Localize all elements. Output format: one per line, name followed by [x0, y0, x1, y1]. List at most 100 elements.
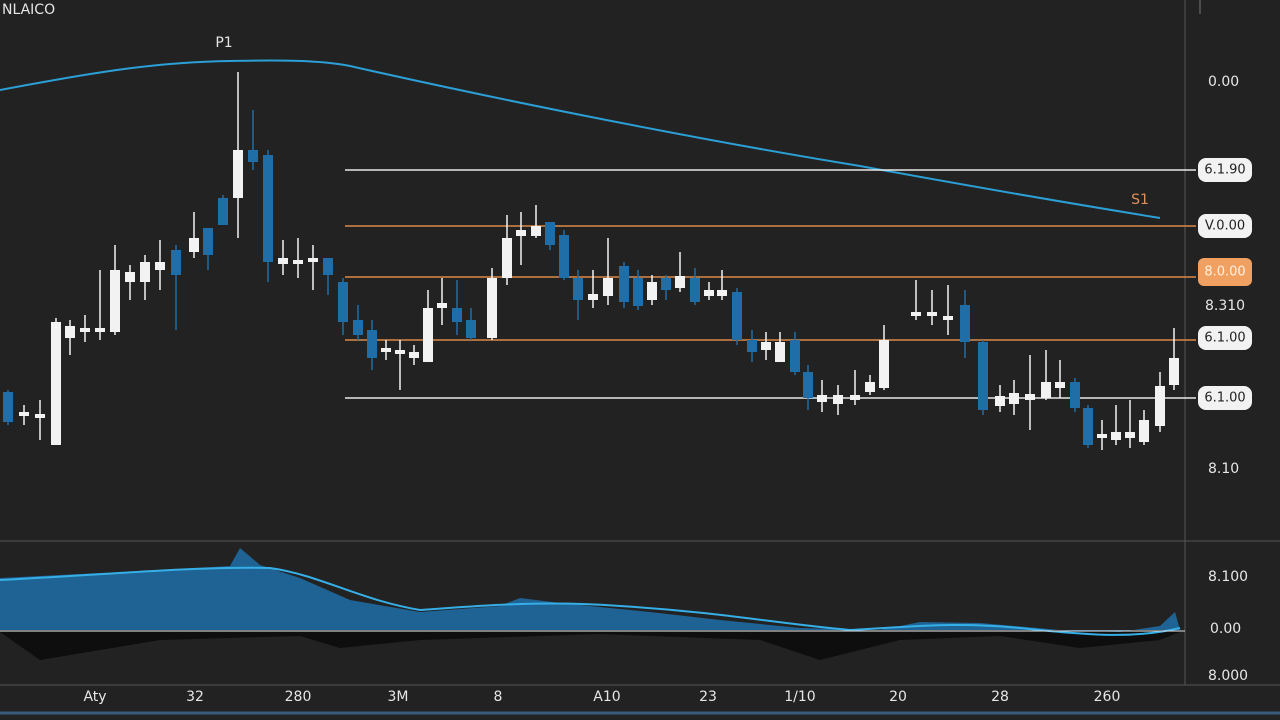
candle-body — [1125, 432, 1135, 438]
candle-body — [263, 155, 273, 262]
price-label: 6.1.90 — [1204, 163, 1245, 178]
candle-body — [140, 262, 150, 282]
time-label: 28 — [991, 689, 1009, 705]
candle-body — [803, 372, 813, 398]
price-label: 8.10 — [1208, 461, 1239, 477]
candle-body — [51, 322, 61, 445]
levels — [345, 169, 1196, 399]
candle-body — [1041, 382, 1051, 398]
candle-body — [155, 262, 165, 270]
candle-body — [189, 238, 199, 252]
candle-body — [817, 395, 827, 402]
candle-body — [747, 340, 757, 352]
price-label: 8.310 — [1205, 298, 1245, 314]
time-label: 8 — [494, 689, 503, 705]
candle-body — [353, 320, 363, 335]
time-label: 20 — [889, 689, 907, 705]
candle-body — [35, 414, 45, 418]
histogram-down — [0, 632, 1180, 660]
annotation: S1 — [1131, 192, 1149, 208]
candle-body — [19, 412, 29, 416]
candle-body — [218, 198, 228, 225]
price-label: V.0.00 — [1205, 219, 1245, 234]
candle-body — [308, 258, 318, 262]
price-label: 6.1.00 — [1204, 391, 1245, 406]
candle-body — [690, 278, 700, 302]
price-tag — [1198, 386, 1252, 410]
candle-body — [1139, 420, 1149, 442]
price-tag — [1198, 158, 1252, 182]
price-tag — [1198, 326, 1252, 350]
candle-body — [732, 292, 742, 340]
candle-body — [1025, 394, 1035, 400]
time-label: 32 — [186, 689, 204, 705]
candles — [3, 72, 1179, 450]
histogram-up — [0, 548, 1180, 632]
signal-line — [0, 566, 1181, 636]
candle-body — [775, 342, 785, 362]
candle-body — [927, 312, 937, 316]
price-label: 6.1.00 — [1204, 331, 1245, 346]
candle-body — [367, 330, 377, 358]
candle-body — [545, 222, 555, 245]
price-axis: 0.00 6.1.90 V.0.00 8.0.00 8.310 6.1.00 6… — [1198, 74, 1252, 684]
time-label: 3M — [388, 689, 409, 705]
candle-body — [790, 340, 800, 372]
candle-body — [675, 276, 685, 288]
candle-body — [80, 328, 90, 332]
time-label: 23 — [699, 689, 717, 705]
candle-body — [717, 290, 727, 296]
candle-body — [619, 266, 629, 302]
candle-body — [203, 228, 213, 255]
candle-body — [95, 328, 105, 332]
level-tag: 8.0.00 — [1204, 265, 1245, 280]
time-label: 280 — [285, 689, 312, 705]
candle-body — [125, 272, 135, 282]
candle-body — [466, 320, 476, 338]
price-label: 0.00 — [1208, 74, 1239, 90]
candle-body — [110, 270, 120, 332]
candle-body — [423, 308, 433, 362]
time-label: A10 — [593, 689, 620, 705]
candle-body — [1169, 358, 1179, 385]
time-label: 1/10 — [784, 689, 815, 705]
candle-body — [559, 235, 569, 278]
candle-body — [452, 308, 462, 322]
candle-body — [531, 226, 541, 236]
candle-body — [573, 278, 583, 300]
candle-body — [487, 278, 497, 338]
candle-body — [865, 382, 875, 392]
indicator-label: 8.000 — [1208, 668, 1248, 684]
price-tag-active — [1198, 258, 1252, 286]
candle-body — [395, 350, 405, 354]
candle-body — [647, 282, 657, 300]
candle-body — [278, 258, 288, 264]
candle-body — [3, 392, 13, 422]
candle-body — [943, 316, 953, 320]
candle-body — [661, 278, 671, 290]
candle-body — [1009, 393, 1019, 404]
candle-body — [323, 258, 333, 275]
price-tag — [1198, 214, 1252, 238]
candle-body — [1070, 382, 1080, 408]
candle-body — [409, 352, 419, 358]
indicator — [0, 548, 1185, 660]
indicator-label: 8.100 — [1208, 569, 1248, 585]
candle-body — [833, 395, 843, 404]
candle-body — [338, 282, 348, 322]
candle-body — [1083, 408, 1093, 445]
candle-body — [911, 312, 921, 316]
time-label: Aty — [83, 689, 106, 705]
candle-body — [879, 340, 889, 388]
moving-average — [0, 59, 1161, 219]
annotation: P1 — [215, 35, 232, 51]
candle-body — [633, 278, 643, 306]
candle-body — [850, 395, 860, 400]
candle-body — [978, 342, 988, 410]
candle-body — [704, 290, 714, 296]
candle-body — [381, 348, 391, 352]
candle-body — [502, 238, 512, 278]
candle-body — [1097, 434, 1107, 438]
candle-body — [437, 303, 447, 308]
